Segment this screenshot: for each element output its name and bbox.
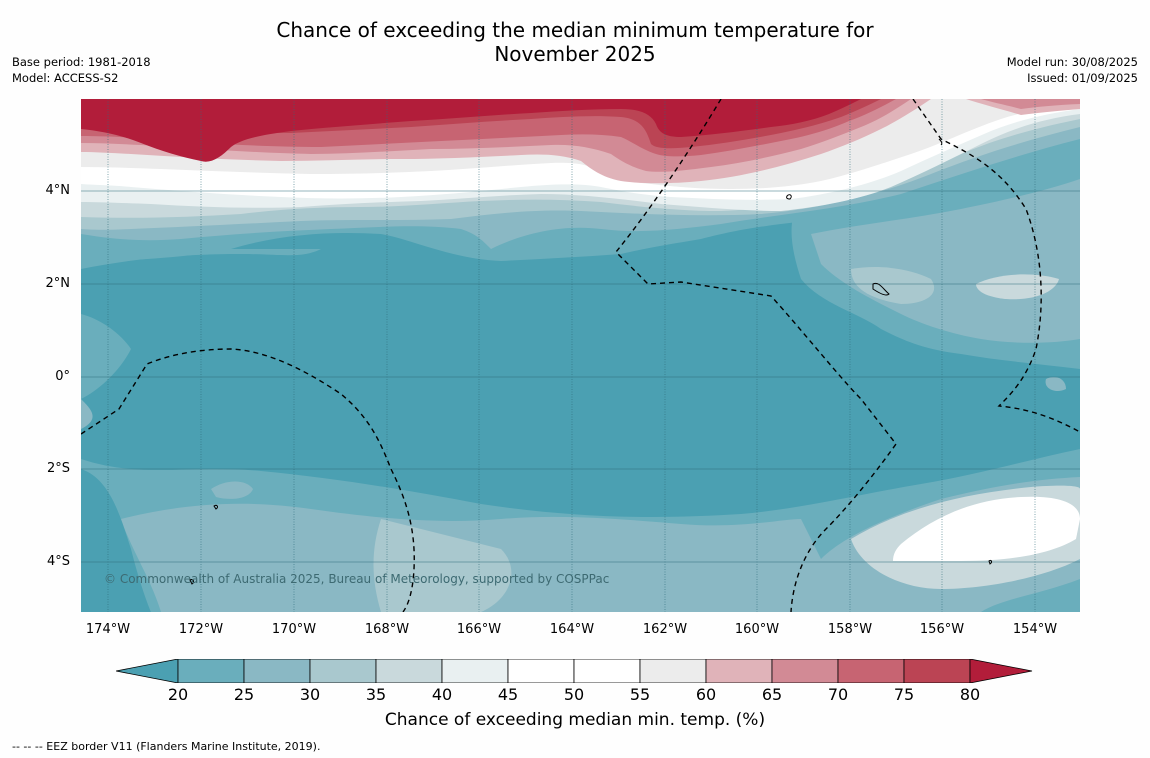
patch-30-a [211, 481, 253, 499]
colorbar-tick-75: 75 [893, 685, 915, 704]
run-info: Model run: 30/08/2025 Issued: 01/09/2025 [1007, 54, 1138, 86]
colorbar-tick-35: 35 [365, 685, 387, 704]
colorbar [116, 659, 1033, 683]
colorbar-tick-45: 45 [497, 685, 519, 704]
colorbar-tick-55: 55 [629, 685, 651, 704]
patch-35-east [851, 267, 935, 304]
band-25-west-b [81, 314, 131, 399]
band-35-south-a [373, 519, 512, 612]
lon-label-168w: 168°W [364, 622, 410, 637]
band-80-north [81, 99, 861, 162]
lat-gridlines [81, 190, 1080, 563]
colorbar-tick-30: 30 [299, 685, 321, 704]
lon-label-154w: 154°W [1012, 622, 1058, 637]
lon-label-158w: 158°W [827, 622, 873, 637]
eez-legend-note: -- -- -- EEZ border V11 (Flanders Marine… [12, 740, 321, 753]
colorbar-segment [243, 659, 311, 683]
colorbar-tick-20: 20 [167, 685, 189, 704]
band-65-ne [981, 99, 1080, 109]
title-line-2: November 2025 [494, 42, 656, 66]
lon-label-162w: 162°W [642, 622, 688, 637]
lon-label-164w: 164°W [549, 622, 595, 637]
eez-borders [81, 99, 1080, 612]
colorbar-segment [177, 659, 245, 683]
lon-label-172w: 172°W [178, 622, 224, 637]
colorbar-segments [116, 659, 1033, 683]
colorbar-segment [771, 659, 839, 683]
lat-label-2s: 2°S [46, 461, 70, 476]
map-title: Chance of exceeding the median minimum t… [0, 18, 1150, 66]
colorbar-tick-40: 40 [431, 685, 453, 704]
copyright-notice: © Commonwealth of Australia 2025, Bureau… [104, 572, 610, 586]
colorbar-tick-60: 60 [695, 685, 717, 704]
islands [189, 138, 993, 585]
colorbar-extend-high [969, 659, 1033, 683]
lat-label-2n: 2°N [45, 276, 71, 291]
lat-label-4n: 4°N [45, 183, 71, 198]
patch-40-east [976, 274, 1059, 300]
colorbar-tick-70: 70 [827, 685, 849, 704]
colorbar-tick-50: 50 [563, 685, 585, 704]
issued-date-text: Issued: 01/09/2025 [1027, 71, 1138, 85]
colorbar-tick-80: 80 [959, 685, 981, 704]
colorbar-segment [639, 659, 707, 683]
colorbar-segment [573, 659, 641, 683]
band-30-east [811, 179, 1080, 343]
lon-gridlines [107, 99, 1036, 612]
lon-label-160w: 160°W [734, 622, 780, 637]
colorbar-segment [837, 659, 905, 683]
colorbar-segment [507, 659, 575, 683]
forecast-map[interactable] [81, 99, 1080, 612]
lon-label-170w: 170°W [271, 622, 317, 637]
colorbar-label: Chance of exceeding median min. temp. (%… [384, 710, 766, 730]
colorbar-segment [903, 659, 971, 683]
colorbar-segment [441, 659, 509, 683]
colorbar-segment [375, 659, 443, 683]
map-canvas [81, 99, 1080, 612]
colorbar-tick-65: 65 [761, 685, 783, 704]
title-line-1: Chance of exceeding the median minimum t… [276, 18, 874, 42]
patch-30-w [81, 399, 93, 429]
patch-30-east-b [1045, 377, 1066, 391]
patch-20-sw [81, 469, 151, 612]
band-30-south [121, 477, 1080, 612]
base-period-text: Base period: 1981-2018 [12, 55, 151, 69]
colorbar-tick-25: 25 [233, 685, 255, 704]
colorbar-segment [309, 659, 377, 683]
model-info: Base period: 1981-2018 Model: ACCESS-S2 [12, 54, 151, 86]
model-name-text: Model: ACCESS-S2 [12, 71, 119, 85]
band-50-south [893, 496, 1080, 561]
colorbar-segment [705, 659, 773, 683]
lat-label-4s: 4°S [46, 554, 70, 569]
lon-label-174w: 174°W [85, 622, 131, 637]
model-run-text: Model run: 30/08/2025 [1006, 55, 1138, 69]
lat-label-0: 0° [55, 369, 70, 384]
lon-label-166w: 166°W [456, 622, 502, 637]
lon-label-156w: 156°W [919, 622, 965, 637]
colorbar-extend-low [116, 659, 179, 683]
